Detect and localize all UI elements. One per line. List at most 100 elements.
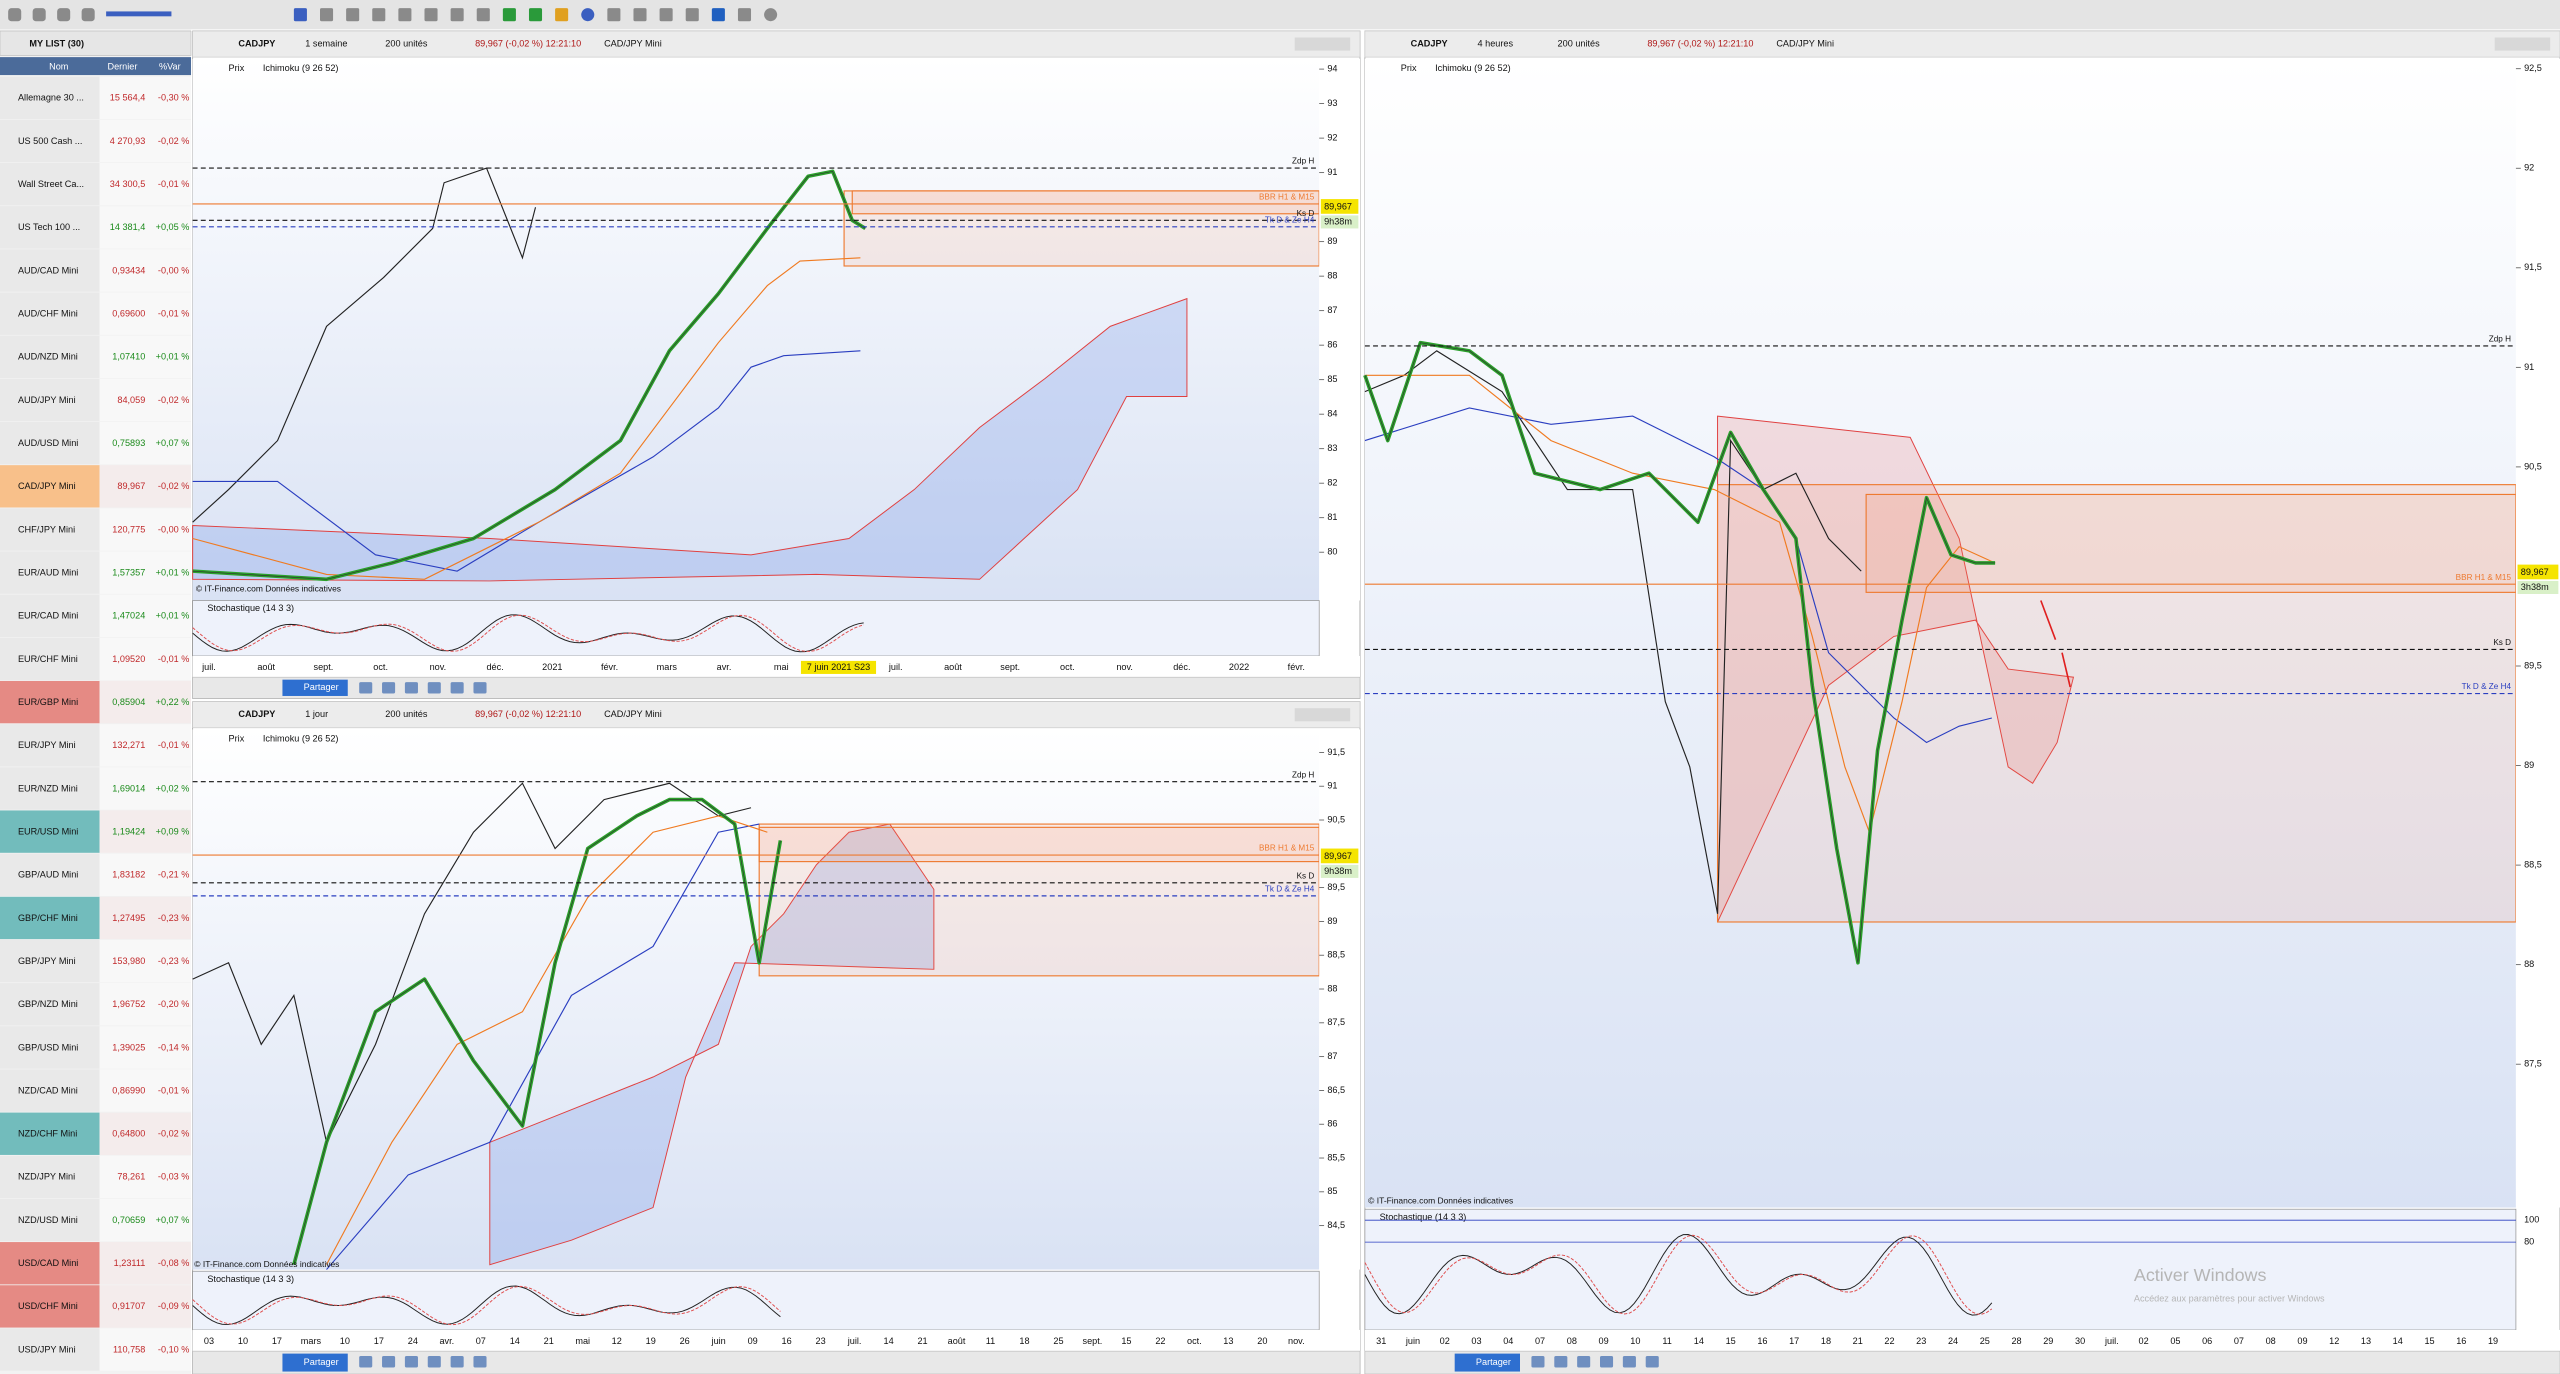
icon[interactable] (555, 8, 569, 22)
icon[interactable] (633, 8, 647, 22)
column-title[interactable]: Dernier (107, 61, 137, 71)
indicator-label[interactable]: Prix (229, 63, 245, 73)
tool-icon[interactable] (473, 682, 487, 694)
watchlist-row[interactable]: AUD/CAD Mini 0,93434 -0,00 % (0, 249, 192, 292)
icon[interactable] (32, 8, 46, 22)
window-buttons[interactable] (2494, 37, 2551, 51)
share-label[interactable]: Partager (1476, 1357, 1511, 1367)
oscillator-label[interactable]: Stochastique (14 3 3) (1380, 1212, 1467, 1222)
tool-icon[interactable] (1531, 1356, 1545, 1368)
period[interactable]: 1 jour (305, 709, 328, 719)
oscillator-label[interactable]: Stochastique (14 3 3) (207, 1274, 294, 1284)
icon[interactable] (528, 8, 543, 22)
icon[interactable] (581, 8, 595, 22)
symbol[interactable]: CADJPY (238, 709, 275, 719)
icon[interactable] (764, 8, 778, 22)
icon[interactable] (659, 8, 673, 22)
indicator-label[interactable]: Ichimoku (9 26 52) (263, 63, 339, 73)
watchlist-row[interactable]: EUR/CHF Mini 1,09520 -0,01 % (0, 637, 192, 681)
share-button[interactable] (1454, 1353, 1520, 1372)
watchlist-row[interactable]: USD/CHF Mini 0,91707 -0,09 % (0, 1285, 192, 1328)
watchlist-row[interactable]: GBP/USD Mini 1,39025 -0,14 % (0, 1026, 192, 1069)
tool-icon[interactable] (1577, 1356, 1591, 1368)
watchlist-row[interactable]: Allemagne 30 ... 15 564,4 -0,30 % (0, 76, 192, 120)
oscillator-label[interactable]: Stochastique (14 3 3) (207, 603, 294, 613)
watchlist-row[interactable]: NZD/USD Mini 0,70659 +0,07 % (0, 1198, 192, 1242)
tool-icon[interactable] (473, 1356, 487, 1368)
tool-icon[interactable] (404, 682, 418, 694)
icon[interactable] (607, 8, 621, 22)
icon[interactable] (346, 8, 360, 22)
tool-icon[interactable] (450, 682, 464, 694)
watchlist-row[interactable]: EUR/CAD Mini 1,47024 +0,01 % (0, 594, 192, 637)
period[interactable]: 1 semaine (305, 38, 347, 48)
tool-icon[interactable] (427, 682, 441, 694)
tool-icon[interactable] (1645, 1356, 1659, 1368)
watchlist-row[interactable]: Wall Street Ca... 34 300,5 -0,01 % (0, 163, 192, 206)
watchlist-row[interactable]: EUR/USD Mini 1,19424 +0,09 % (0, 810, 192, 853)
watchlist-row[interactable]: EUR/GBP Mini 0,85904 +0,22 % (0, 680, 192, 724)
indicator-label[interactable]: Prix (1401, 63, 1417, 73)
indicator-label[interactable]: Ichimoku (9 26 52) (1435, 63, 1511, 73)
share-label[interactable]: Partager (304, 682, 339, 692)
watchlist-row[interactable]: AUD/NZD Mini 1,07410 +0,01 % (0, 335, 192, 379)
watchlist-row[interactable]: NZD/CHF Mini 0,64800 -0,02 % (0, 1112, 192, 1155)
tool-icon[interactable] (382, 682, 396, 694)
share-label[interactable]: Partager (304, 1357, 339, 1367)
watchlist-row[interactable]: USD/CAD Mini 1,23111 -0,08 % (0, 1242, 192, 1285)
icon[interactable] (372, 8, 386, 22)
tool-icon[interactable] (359, 682, 373, 694)
tool-icon[interactable] (1554, 1356, 1568, 1368)
tool-icon[interactable] (1600, 1356, 1614, 1368)
symbol[interactable]: CADJPY (1411, 38, 1448, 48)
watchlist-row[interactable]: CAD/JPY Mini 89,967 -0,02 % (0, 465, 192, 508)
share-button[interactable] (282, 1353, 348, 1372)
icon[interactable] (476, 8, 490, 22)
watchlist-row[interactable]: USD/JPY Mini 110,758 -0,10 % (0, 1328, 192, 1371)
watchlist-row[interactable]: NZD/CAD Mini 0,86990 -0,01 % (0, 1069, 192, 1112)
watchlist-row[interactable]: US 500 Cash ... 4 270,93 -0,02 % (0, 119, 192, 163)
watchlist-row[interactable]: AUD/USD Mini 0,75893 +0,07 % (0, 421, 192, 465)
icon[interactable] (293, 8, 307, 22)
column-title[interactable]: %Var (159, 61, 181, 71)
units[interactable]: 200 unités (385, 38, 428, 48)
tool-icon[interactable] (450, 1356, 464, 1368)
watchlist-row[interactable]: AUD/JPY Mini 84,059 -0,02 % (0, 378, 192, 422)
units[interactable]: 200 unités (385, 709, 428, 719)
icon[interactable] (320, 8, 334, 22)
watchlist-title[interactable]: MY LIST (30) (29, 38, 84, 48)
icon[interactable] (398, 8, 412, 22)
icon[interactable] (81, 8, 95, 22)
icon[interactable] (424, 8, 438, 22)
tool-icon[interactable] (404, 1356, 418, 1368)
icon[interactable] (737, 8, 752, 22)
tool-icon[interactable] (1622, 1356, 1636, 1368)
tool-icon[interactable] (427, 1356, 441, 1368)
window-buttons[interactable] (1294, 708, 1351, 722)
icon[interactable] (685, 8, 699, 22)
icon[interactable] (711, 8, 725, 22)
symbol[interactable]: CADJPY (238, 38, 275, 48)
watchlist-row[interactable]: EUR/NZD Mini 1,69014 +0,02 % (0, 767, 192, 810)
icon[interactable] (106, 11, 172, 17)
watchlist-row[interactable]: EUR/JPY Mini 132,271 -0,01 % (0, 724, 192, 767)
window-buttons[interactable] (1294, 37, 1351, 51)
watchlist-row[interactable]: AUD/CHF Mini 0,69600 -0,01 % (0, 292, 192, 335)
share-button[interactable] (282, 679, 348, 696)
units[interactable]: 200 unités (1558, 38, 1601, 48)
watchlist-row[interactable]: US Tech 100 ... 14 381,4 +0,05 % (0, 206, 192, 249)
period[interactable]: 4 heures (1478, 38, 1514, 48)
watchlist-row[interactable]: GBP/CHF Mini 1,27495 -0,23 % (0, 896, 192, 940)
icon[interactable] (450, 8, 464, 22)
watchlist-row[interactable]: CHF/JPY Mini 120,775 -0,00 % (0, 508, 192, 551)
tool-icon[interactable] (359, 1356, 373, 1368)
watchlist-row[interactable]: GBP/JPY Mini 153,980 -0,23 % (0, 939, 192, 983)
watchlist-row[interactable]: EUR/AUD Mini 1,57357 +0,01 % (0, 551, 192, 594)
icon[interactable] (57, 8, 71, 22)
indicator-label[interactable]: Prix (229, 734, 245, 744)
indicator-label[interactable]: Ichimoku (9 26 52) (263, 734, 339, 744)
icon[interactable] (502, 8, 516, 22)
watchlist-row[interactable]: NZD/JPY Mini 78,261 -0,03 % (0, 1155, 192, 1199)
column-title[interactable]: Nom (49, 61, 68, 71)
watchlist-row[interactable]: GBP/AUD Mini 1,83182 -0,21 % (0, 853, 192, 896)
